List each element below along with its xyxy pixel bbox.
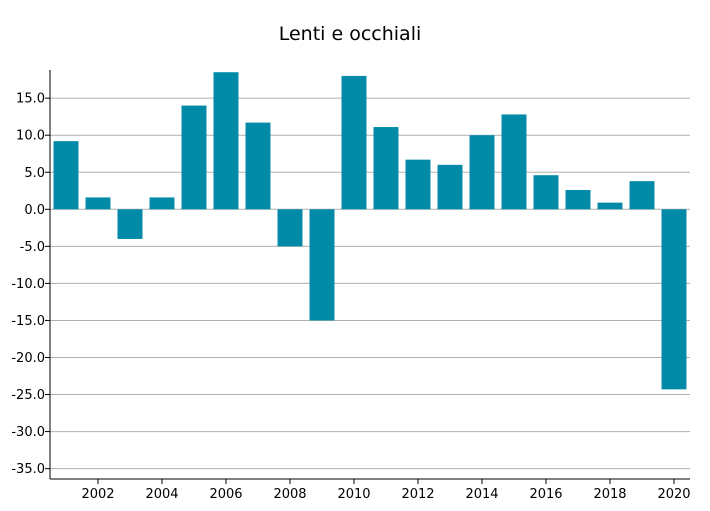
bar-2006 [213, 72, 239, 210]
bar-2019 [629, 181, 655, 210]
y-tick-label: 10.0 [16, 129, 45, 144]
bar-2002 [85, 197, 111, 210]
x-tick-label: 2014 [465, 487, 498, 502]
y-tick-label: -5.0 [20, 240, 45, 255]
x-tick-label: 2002 [81, 487, 114, 502]
bar-2016 [533, 175, 559, 210]
y-tick-label: -20.0 [11, 351, 45, 366]
bar-2005 [181, 105, 207, 210]
x-tick-label: 2004 [145, 487, 178, 502]
x-tick-label: 2018 [593, 487, 626, 502]
x-axis-ticks: 2002 2004 2006 2008 2010 2012 2014 2016 2018 2020 [81, 479, 691, 502]
bar-2018 [597, 202, 623, 210]
y-tick-label: 15.0 [16, 92, 45, 107]
x-tick-label: 2016 [529, 487, 562, 502]
x-tick-label: 2006 [209, 487, 242, 502]
grid-lines [50, 97, 690, 470]
bar-2004 [149, 197, 175, 210]
y-tick-label: -15.0 [11, 314, 45, 329]
y-tick-label: -25.0 [11, 388, 45, 403]
chart-title: Lenti e occhiali [279, 23, 422, 45]
x-tick-label: 2012 [401, 487, 434, 502]
bar-2009 [309, 209, 335, 321]
bar-2010 [341, 75, 367, 210]
bar-2017 [565, 190, 591, 210]
bar-2008 [277, 209, 303, 247]
bars [53, 72, 687, 390]
bar-2003 [117, 209, 143, 239]
bar-2011 [373, 127, 399, 210]
bar-2012 [405, 159, 431, 210]
bar-2014 [469, 135, 495, 210]
bar-2013 [437, 164, 463, 210]
y-tick-label: -30.0 [11, 425, 45, 440]
bar-2015 [501, 114, 527, 210]
y-axis-ticks: 15.0 10.0 5.0 0.0 -5.0 -10.0 -15.0 -20.0 -25.0 -3… [11, 92, 50, 477]
bar-2020 [661, 209, 687, 390]
y-tick-label: -10.0 [11, 277, 45, 292]
bar-2007 [245, 122, 271, 210]
x-tick-label: 2020 [657, 487, 690, 502]
x-tick-label: 2010 [337, 487, 370, 502]
y-tick-label: -35.0 [11, 462, 45, 477]
bar-2001 [53, 141, 79, 210]
x-tick-label: 2008 [273, 487, 306, 502]
y-tick-label: 5.0 [24, 166, 45, 181]
y-tick-label: 0.0 [24, 203, 45, 218]
